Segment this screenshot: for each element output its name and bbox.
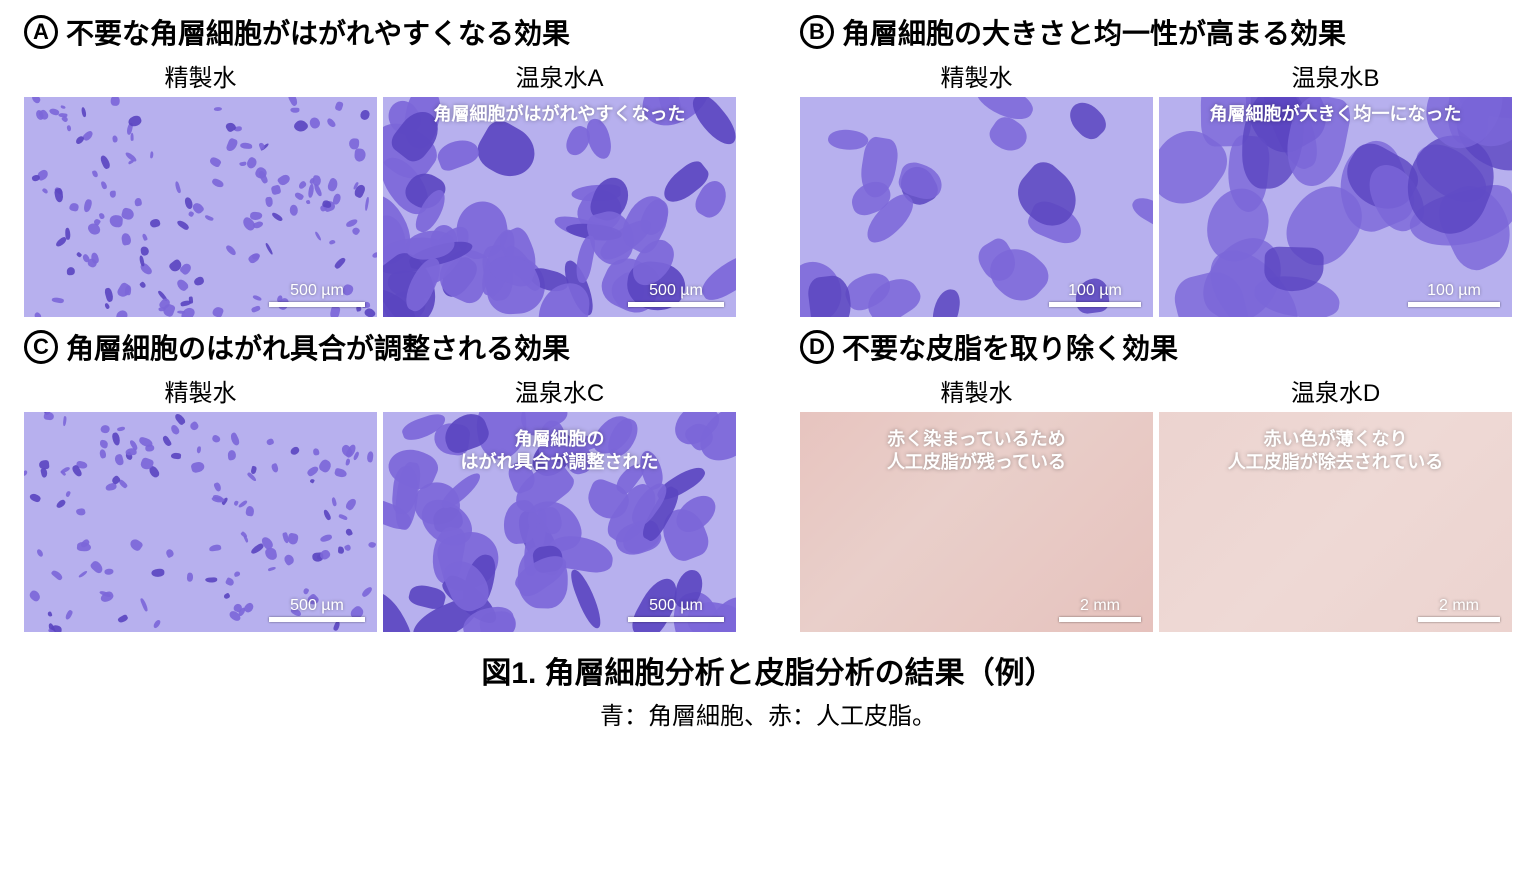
panel-D-left-image: 赤く染まっているため 人工皮脂が残っている 2 mm xyxy=(800,412,1153,632)
panel-B-right-label: 温泉水B xyxy=(1291,58,1379,93)
panel-C-left-label: 精製水 xyxy=(165,373,237,408)
panel-D-title: 不要な皮脂を取り除く効果 xyxy=(842,327,1178,367)
panel-D-left-overlay: 赤く染まっているため 人工皮脂が残っている xyxy=(800,428,1153,475)
scale-bar-line xyxy=(269,302,365,307)
panel-C-left-col: 精製水 500 µm xyxy=(24,373,377,632)
figure-grid: A 不要な角層細胞がはがれやすくなる効果 精製水 500 µm 温泉水A xyxy=(24,12,1512,632)
scale-bar-line xyxy=(628,617,724,622)
panel-D-right-label: 温泉水D xyxy=(1291,373,1380,408)
scale-label: 2 mm xyxy=(1080,597,1120,615)
panel-B-left-image: 100 µm xyxy=(800,97,1153,317)
panel-A-badge: A xyxy=(24,15,58,49)
panel-B-right-image: 角層細胞が大きく均一になった 100 µm xyxy=(1159,97,1512,317)
scale-bar-line xyxy=(269,617,365,622)
scale-label: 2 mm xyxy=(1439,597,1479,615)
figure-caption: 図1. 角層細胞分析と皮脂分析の結果（例） 青：角層細胞、赤：人工皮脂。 xyxy=(24,648,1512,731)
panel-A-right-col: 温泉水A 角層細胞がはがれやすくなった 500 µm xyxy=(383,58,736,317)
panel-C-title-row: C 角層細胞のはがれ具合が調整される効果 xyxy=(24,327,736,367)
caption-title: 図1. 角層細胞分析と皮脂分析の結果（例） xyxy=(24,648,1512,692)
scale-label: 500 µm xyxy=(290,282,344,300)
panel-B-left-label: 精製水 xyxy=(941,58,1013,93)
scale-bar: 100 µm xyxy=(1049,282,1141,307)
panel-D-right-overlay: 赤い色が薄くなり 人工皮脂が除去されている xyxy=(1159,428,1512,475)
scale-bar: 500 µm xyxy=(628,282,724,307)
panel-B-right-col: 温泉水B 角層細胞が大きく均一になった 100 µm xyxy=(1159,58,1512,317)
panel-A: A 不要な角層細胞がはがれやすくなる効果 精製水 500 µm 温泉水A xyxy=(24,12,736,317)
panel-D-left-label: 精製水 xyxy=(941,373,1013,408)
panel-A-left-image: 500 µm xyxy=(24,97,377,317)
panel-B-images: 精製水 100 µm 温泉水B 角層細胞が大きく均一になった xyxy=(800,58,1512,317)
scale-bar: 100 µm xyxy=(1408,282,1500,307)
scale-bar: 500 µm xyxy=(269,597,365,622)
scale-bar: 500 µm xyxy=(628,597,724,622)
panel-C-images: 精製水 500 µm 温泉水C 角層細胞の はがれ具合が調整された xyxy=(24,373,736,632)
panel-D-right-image: 赤い色が薄くなり 人工皮脂が除去されている 2 mm xyxy=(1159,412,1512,632)
panel-A-right-image: 角層細胞がはがれやすくなった 500 µm xyxy=(383,97,736,317)
scale-bar-line xyxy=(1049,302,1141,307)
panel-D-right-col: 温泉水D 赤い色が薄くなり 人工皮脂が除去されている 2 mm xyxy=(1159,373,1512,632)
panel-B-badge: B xyxy=(800,15,834,49)
scale-label: 500 µm xyxy=(290,597,344,615)
panel-A-overlay: 角層細胞がはがれやすくなった xyxy=(383,103,736,126)
caption-sub: 青：角層細胞、赤：人工皮脂。 xyxy=(24,696,1512,731)
panel-D-badge: D xyxy=(800,330,834,364)
scale-label: 500 µm xyxy=(649,597,703,615)
scale-bar-line xyxy=(1059,617,1141,622)
panel-D-images: 精製水 赤く染まっているため 人工皮脂が残っている 2 mm 温泉水D 赤い色が… xyxy=(800,373,1512,632)
panel-D-left-col: 精製水 赤く染まっているため 人工皮脂が残っている 2 mm xyxy=(800,373,1153,632)
panel-C-overlay: 角層細胞の はがれ具合が調整された xyxy=(383,428,736,475)
panel-C-right-image: 角層細胞の はがれ具合が調整された 500 µm xyxy=(383,412,736,632)
panel-A-left-label: 精製水 xyxy=(165,58,237,93)
scale-bar-line xyxy=(1418,617,1500,622)
panel-C-badge: C xyxy=(24,330,58,364)
panel-B-title-row: B 角層細胞の大きさと均一性が高まる効果 xyxy=(800,12,1512,52)
panel-A-right-label: 温泉水A xyxy=(515,58,603,93)
panel-A-title-row: A 不要な角層細胞がはがれやすくなる効果 xyxy=(24,12,736,52)
scale-bar-line xyxy=(1408,302,1500,307)
scale-bar: 500 µm xyxy=(269,282,365,307)
panel-C-right-label: 温泉水C xyxy=(515,373,604,408)
scale-label: 100 µm xyxy=(1427,282,1481,300)
panel-D: D 不要な皮脂を取り除く効果 精製水 赤く染まっているため 人工皮脂が残っている… xyxy=(800,327,1512,632)
panel-B-overlay: 角層細胞が大きく均一になった xyxy=(1159,103,1512,126)
panel-D-title-row: D 不要な皮脂を取り除く効果 xyxy=(800,327,1512,367)
panel-B-title: 角層細胞の大きさと均一性が高まる効果 xyxy=(842,12,1346,52)
scale-bar-line xyxy=(628,302,724,307)
scale-label: 100 µm xyxy=(1068,282,1122,300)
panel-C-left-image: 500 µm xyxy=(24,412,377,632)
panel-B-left-col: 精製水 100 µm xyxy=(800,58,1153,317)
scale-bar: 2 mm xyxy=(1059,597,1141,622)
panel-B: B 角層細胞の大きさと均一性が高まる効果 精製水 100 µm 温泉水B xyxy=(800,12,1512,317)
panel-A-left-col: 精製水 500 µm xyxy=(24,58,377,317)
scale-bar: 2 mm xyxy=(1418,597,1500,622)
panel-C-title: 角層細胞のはがれ具合が調整される効果 xyxy=(66,327,570,367)
panel-C-right-col: 温泉水C 角層細胞の はがれ具合が調整された 500 µm xyxy=(383,373,736,632)
panel-A-title: 不要な角層細胞がはがれやすくなる効果 xyxy=(66,12,570,52)
panel-A-images: 精製水 500 µm 温泉水A 角層細胞がはがれやすくなった xyxy=(24,58,736,317)
panel-C: C 角層細胞のはがれ具合が調整される効果 精製水 500 µm 温泉水C xyxy=(24,327,736,632)
scale-label: 500 µm xyxy=(649,282,703,300)
